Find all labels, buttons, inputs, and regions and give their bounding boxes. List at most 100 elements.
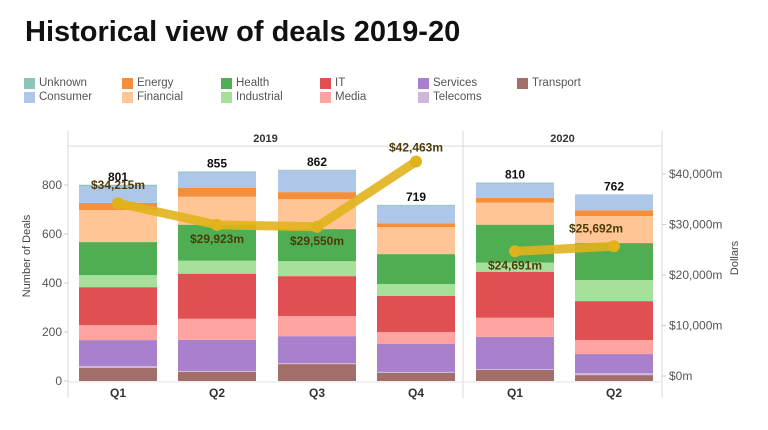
bar-segment-telecoms [476, 368, 554, 370]
bar-segment-transport [476, 369, 554, 381]
bar-segment-transport [178, 371, 256, 381]
bar-total-label: 862 [307, 155, 327, 169]
bar-segment-energy [575, 210, 653, 217]
bar-segment-energy [377, 223, 455, 228]
bar-segment-unknown [278, 169, 356, 171]
right-axis-title: Dollars [729, 240, 741, 275]
legend-item-industrial[interactable]: Industrial [221, 90, 283, 104]
bar-total-label: 762 [604, 179, 624, 193]
bar-segment-unknown [377, 204, 455, 206]
legend-label: Media [335, 91, 367, 103]
left-tick-label: 800 [42, 178, 62, 192]
bar-segment-industrial [79, 275, 157, 288]
legend-item-services[interactable]: Services [418, 76, 477, 90]
legend-swatch [24, 91, 35, 103]
legend-label: Transport [532, 77, 581, 89]
left-tick-label: 600 [42, 227, 62, 241]
right-tick-label: $40,000m [669, 167, 722, 181]
bar-segment-financial [575, 216, 653, 244]
dollars-data-label: $34,215m [91, 178, 145, 192]
dollars-point [112, 197, 124, 210]
year-header-2019: 2019 [253, 133, 277, 145]
legend-label: Industrial [236, 91, 283, 103]
bar-segment-telecoms [377, 371, 455, 373]
legend-swatch [221, 77, 232, 89]
legend-item-transport[interactable]: Transport [517, 76, 581, 90]
dollars-point [509, 245, 521, 258]
bar-segment-health [377, 254, 455, 284]
legend-label: Unknown [39, 77, 87, 89]
bar-segment-services [278, 336, 356, 364]
legend-item-it[interactable]: IT [320, 76, 345, 90]
legend-item-energy[interactable]: Energy [122, 76, 173, 90]
bar-segment-transport [575, 375, 653, 381]
bar-segment-consumer [178, 172, 256, 188]
bar-segment-consumer [476, 183, 554, 198]
bar-segment-transport [377, 372, 455, 381]
legend-swatch [517, 77, 528, 89]
legend-item-health[interactable]: Health [221, 76, 269, 90]
bar-segment-transport [79, 368, 157, 381]
bar-segment-transport [278, 364, 356, 381]
bar-segment-services [476, 336, 554, 369]
bar-segment-media [278, 316, 356, 337]
legend-swatch [24, 77, 35, 89]
bar-segment-unknown [476, 182, 554, 184]
legend-label: IT [335, 77, 346, 89]
legend: Unknown Consumer Energy Financial Health Indu… [24, 76, 644, 108]
bar-segment-it [178, 273, 256, 319]
legend-item-telecoms[interactable]: Telecoms [418, 90, 482, 104]
bar-segment-telecoms [79, 366, 157, 369]
bar-segment-media [476, 317, 554, 337]
bar-segment-unknown [178, 171, 256, 173]
bar-segment-industrial [575, 280, 653, 302]
bar-segment-consumer [575, 194, 653, 211]
bar-segment-it [377, 295, 455, 332]
dollars-data-label: $42,463m [389, 141, 443, 155]
legend-item-financial[interactable]: Financial [122, 90, 183, 104]
bar-segment-it [79, 287, 157, 326]
bar-segment-industrial [278, 261, 356, 277]
bar-segment-industrial [476, 262, 554, 272]
legend-label: Telecoms [433, 91, 482, 103]
bar-segment-media [178, 318, 256, 340]
x-tick-label: Q4 [408, 386, 424, 400]
x-tick-label: Q1 [110, 386, 126, 400]
bar-segment-consumer [278, 170, 356, 193]
bar-segment-energy [178, 187, 256, 197]
left-tick-label: 0 [55, 374, 62, 388]
legend-label: Financial [137, 91, 184, 103]
bar-segment-health [278, 229, 356, 262]
legend-label: Energy [137, 77, 174, 89]
dollars-point [410, 155, 422, 168]
bar-segment-services [377, 344, 455, 372]
bar-segment-industrial [178, 260, 256, 274]
bar-segment-media [377, 332, 455, 345]
bar-segment-it [575, 301, 653, 341]
bar-segment-unknown [79, 184, 157, 186]
legend-item-consumer[interactable]: Consumer [24, 90, 92, 104]
legend-item-media[interactable]: Media [320, 90, 366, 104]
bar-segment-energy [476, 197, 554, 203]
bar-segment-industrial [377, 283, 455, 296]
bar-segment-financial [476, 202, 554, 225]
dollars-data-label: $25,692m [569, 221, 623, 235]
bar-segment-consumer [377, 205, 455, 224]
chart-title: Historical view of deals 2019-20 [25, 16, 461, 48]
left-tick-label: 200 [42, 325, 62, 339]
left-axis-title: Number of Deals [21, 214, 33, 297]
bar-total-label: 719 [406, 190, 426, 204]
year-header-2020: 2020 [550, 133, 574, 145]
bar-segment-it [278, 276, 356, 317]
legend-label: Health [236, 77, 270, 89]
bar-segment-media [79, 325, 157, 341]
legend-item-unknown[interactable]: Unknown [24, 76, 87, 90]
x-tick-label: Q2 [209, 386, 225, 400]
dollars-point [211, 218, 223, 231]
bar-segment-telecoms [178, 370, 256, 372]
x-tick-label: Q1 [507, 386, 523, 400]
legend-swatch [320, 91, 331, 103]
x-tick-label: Q3 [309, 386, 325, 400]
dollars-point [608, 240, 620, 253]
